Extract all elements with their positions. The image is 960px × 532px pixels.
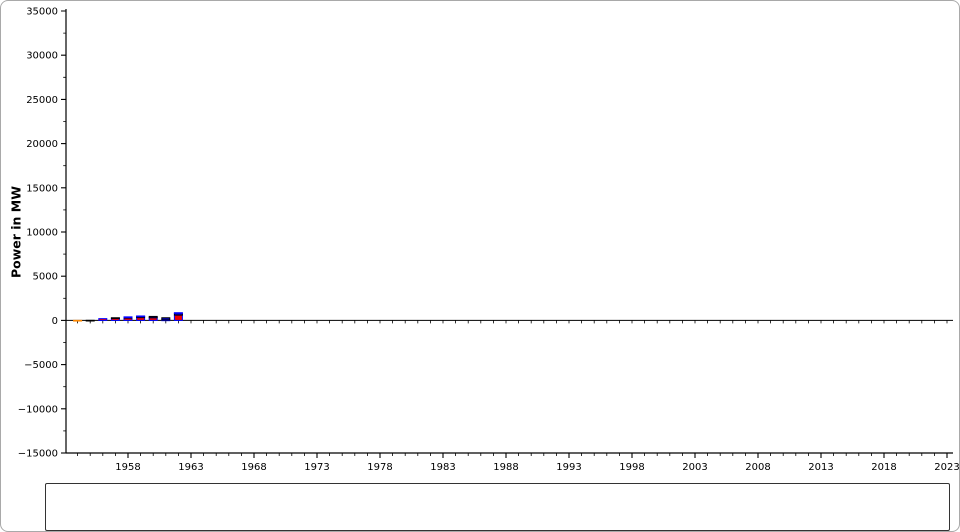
x-tick-label: 2008 xyxy=(745,462,770,473)
x-tick-label: 2003 xyxy=(682,462,707,473)
x-tick-label: 2023 xyxy=(934,462,959,473)
x-tick-label: 2018 xyxy=(871,462,896,473)
x-tick-label: 1958 xyxy=(115,462,140,473)
x-tick-label: 2013 xyxy=(808,462,833,473)
x-tick-label: 1973 xyxy=(304,462,329,473)
bar-segment-RU xyxy=(73,319,83,322)
y-tick-label: 0 xyxy=(52,316,58,327)
x-tick-label: 1983 xyxy=(430,462,455,473)
x-tick-label: 1998 xyxy=(619,462,644,473)
bar-segment-UK xyxy=(173,314,183,321)
x-tick-label: 1968 xyxy=(241,462,266,473)
bar-segment-UK xyxy=(98,318,108,321)
bar-segment-US xyxy=(110,317,120,319)
y-tick-label: 15000 xyxy=(26,183,58,194)
bar-segment-FR xyxy=(123,316,133,319)
legend xyxy=(45,483,950,531)
x-tick-label: 1963 xyxy=(178,462,203,473)
y-tick-label: −15000 xyxy=(18,449,58,460)
y-tick-label: 20000 xyxy=(26,139,58,150)
y-tick-label: 25000 xyxy=(26,95,58,106)
bar-segment-FR xyxy=(136,315,146,318)
y-tick-label: 30000 xyxy=(26,51,58,62)
bar-segment-FR xyxy=(173,312,183,314)
y-tick-label: −10000 xyxy=(18,404,58,415)
y-tick-label: 10000 xyxy=(26,228,58,239)
bar-segment-US xyxy=(161,317,171,321)
x-tick-label: 1988 xyxy=(493,462,518,473)
y-axis-label: Power in MW xyxy=(8,185,24,279)
chart-plot: −15000 −10000 −5000 0 5000 10000 15000 20000 250… xyxy=(18,7,959,474)
bar-segment-US xyxy=(85,319,95,322)
y-tick-label: −5000 xyxy=(24,360,58,371)
x-tick-label: 1978 xyxy=(367,462,392,473)
y-tick-label: 5000 xyxy=(33,272,58,283)
bar-segment-US xyxy=(148,315,158,319)
x-tick-label: 1993 xyxy=(556,462,581,473)
y-tick-label: 35000 xyxy=(26,7,58,18)
